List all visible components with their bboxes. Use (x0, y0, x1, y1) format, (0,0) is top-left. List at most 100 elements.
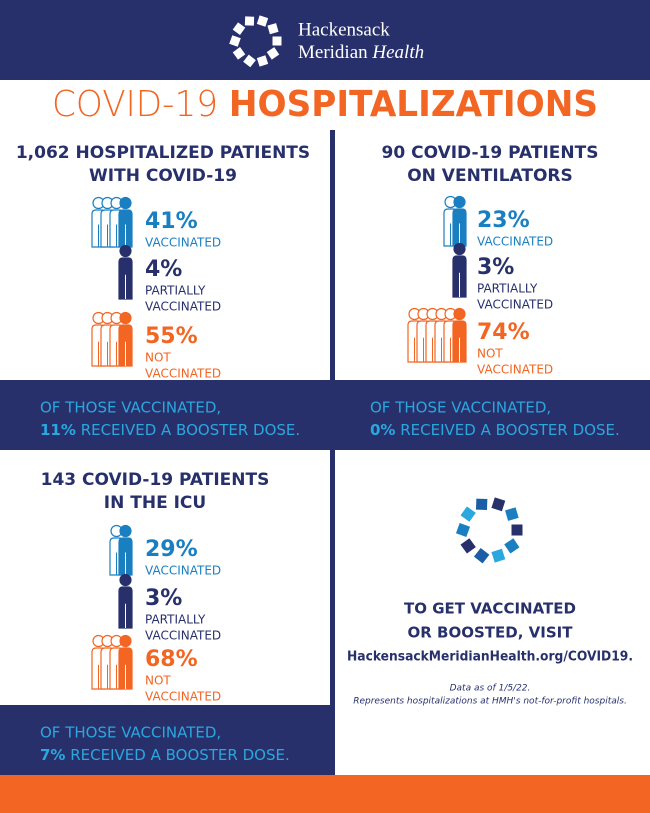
logo-square (504, 538, 520, 554)
person-head (119, 244, 132, 258)
title-part: HOSPITALIZATIONS (229, 84, 598, 125)
logo-square (256, 15, 269, 27)
percent: 4% (145, 257, 182, 282)
cta-text: TO GET VACCINATED (404, 600, 576, 618)
booster-text: 7% RECEIVED A BOOSTER DOSE. (40, 746, 290, 764)
group-label: VACCINATED (145, 236, 221, 250)
group-label: VACCINATED (145, 690, 221, 704)
logo-square (244, 16, 255, 26)
person-head (453, 242, 466, 256)
group-label: VACCINATED (145, 564, 221, 578)
logo-square (272, 36, 282, 46)
booster-text: OF THOSE VACCINATED, (40, 399, 221, 417)
logo (455, 497, 523, 564)
percent: 3% (145, 586, 182, 611)
brand-word: Meridian (298, 42, 368, 63)
booster-rest: RECEIVED A BOOSTER DOSE. (400, 421, 619, 439)
group-label: VACCINATED (477, 298, 553, 312)
logo-square (511, 524, 523, 536)
group-label: NOT (477, 347, 503, 361)
main-title: COVID-19 HOSPITALIZATIONS (52, 84, 598, 125)
person-head (119, 311, 132, 325)
logo-square (229, 35, 241, 47)
booster-percent: 11% (40, 421, 76, 439)
group-label: VACCINATED (145, 367, 221, 381)
booster-percent: 0% (370, 421, 395, 439)
cta-text: OR BOOSTED, VISIT (408, 624, 574, 642)
icon-group (443, 195, 467, 247)
group-label: VACCINATED (477, 235, 553, 249)
person-head (119, 524, 132, 538)
person-head (119, 196, 132, 210)
person-head (119, 573, 132, 587)
percent: 29% (145, 537, 198, 562)
panel (335, 450, 650, 775)
icon-group (452, 242, 467, 298)
group-label: NOT (145, 674, 171, 688)
panel (0, 130, 330, 380)
percent: 3% (477, 255, 514, 280)
percent: 23% (477, 208, 530, 233)
logo-square (460, 506, 476, 522)
logo-square (455, 522, 471, 538)
logo-square (256, 55, 269, 67)
panel-title: WITH COVID-19 (89, 166, 237, 186)
person-head (119, 634, 132, 648)
percent: 41% (145, 209, 198, 234)
percent: 74% (477, 320, 530, 345)
cta-url[interactable]: HackensackMeridianHealth.org/COVID19. (347, 650, 633, 665)
icon-group (118, 573, 133, 629)
logo-square (491, 497, 506, 512)
footer-band (0, 775, 650, 813)
booster-text: 11% RECEIVED A BOOSTER DOSE. (40, 421, 300, 439)
logo-square (266, 47, 280, 60)
icon-group (91, 634, 133, 690)
group-label: PARTIALLY (477, 282, 538, 296)
logo-square (232, 22, 246, 35)
group-label: VACCINATED (145, 629, 221, 643)
booster-rest: RECEIVED A BOOSTER DOSE. (70, 746, 289, 764)
group-label: NOT (145, 351, 171, 365)
booster-rest: RECEIVED A BOOSTER DOSE. (81, 421, 300, 439)
logo-square (232, 47, 246, 60)
logo (229, 15, 282, 68)
group-label: VACCINATED (145, 300, 221, 314)
logo-square (460, 538, 476, 554)
title-part: COVID-19 (52, 84, 218, 125)
panel-title: ON VENTILATORS (407, 166, 573, 186)
header-band (0, 0, 650, 80)
icon-group (109, 524, 133, 576)
booster-text: 0% RECEIVED A BOOSTER DOSE. (370, 421, 620, 439)
note: Data as of 1/5/22. (450, 684, 531, 694)
brand-word: Health (371, 42, 424, 63)
icon-group (91, 196, 133, 248)
booster-text: OF THOSE VACCINATED, (40, 724, 221, 742)
panel-title: 90 COVID-19 PATIENTS (382, 143, 599, 163)
percent: 68% (145, 647, 198, 672)
icon-group (407, 307, 467, 363)
logo-square (267, 23, 279, 35)
person-head (453, 307, 466, 321)
logo-square (243, 54, 256, 68)
panel (335, 130, 650, 380)
booster-text: OF THOSE VACCINATED, (370, 399, 551, 417)
group-label: VACCINATED (477, 363, 553, 377)
brand-name: Meridian Health (298, 42, 424, 63)
panel (0, 450, 330, 705)
logo-square (491, 548, 506, 563)
logo-square (475, 498, 488, 511)
percent: 55% (145, 324, 198, 349)
panel-title: 1,062 HOSPITALIZED PATIENTS (16, 143, 310, 163)
booster-percent: 7% (40, 746, 65, 764)
icon-group (91, 311, 133, 367)
title-band (0, 80, 650, 130)
group-label: PARTIALLY (145, 613, 206, 627)
group-label: PARTIALLY (145, 284, 206, 298)
panel-title: IN THE ICU (104, 493, 206, 513)
panel-title: 143 COVID-19 PATIENTS (41, 470, 270, 490)
logo-square (473, 547, 490, 564)
person-head (453, 195, 466, 209)
icon-group (118, 244, 133, 300)
brand-name: Hackensack (298, 19, 390, 40)
